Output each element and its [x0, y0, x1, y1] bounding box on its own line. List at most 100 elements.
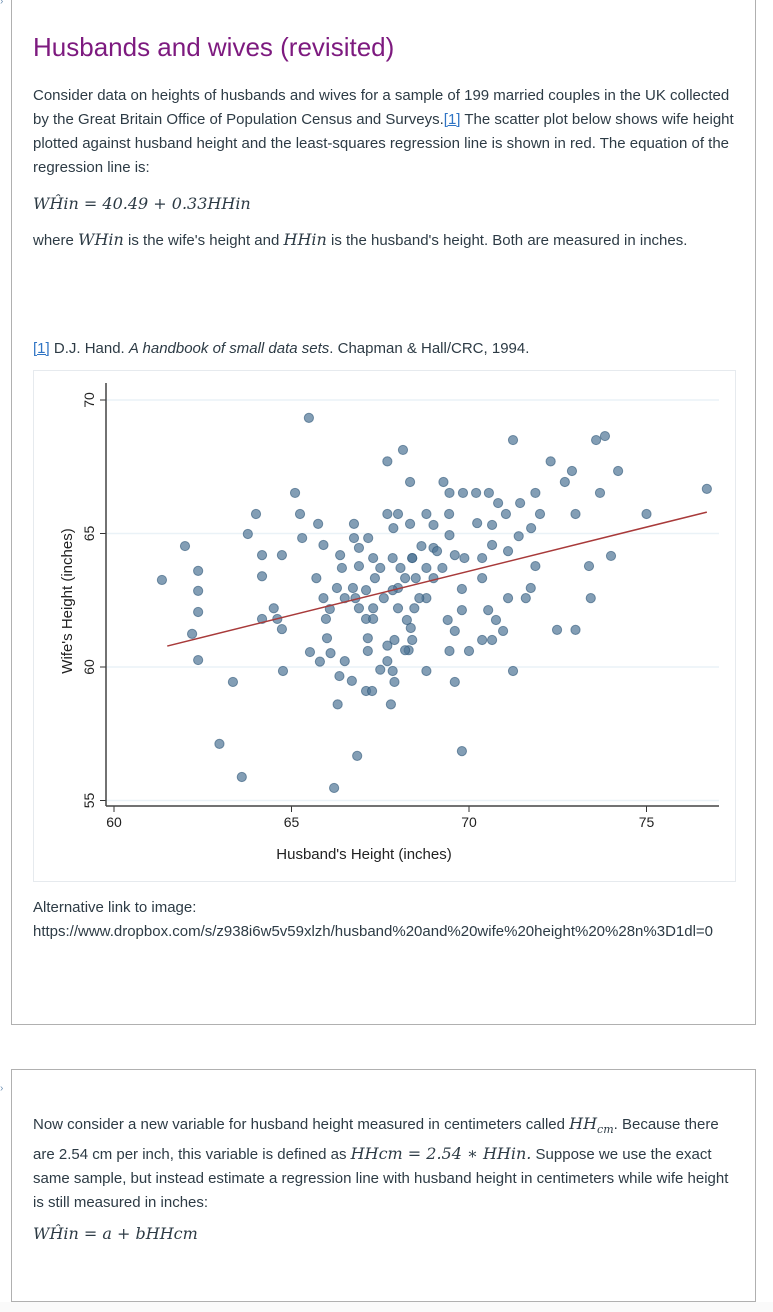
data-point: [387, 552, 398, 564]
data-point: [477, 572, 488, 584]
data-point: [276, 550, 288, 561]
data-point: [392, 603, 404, 614]
data-point: [375, 562, 386, 574]
data-point: [297, 532, 308, 544]
data-point: [331, 582, 343, 594]
data-point: [502, 546, 514, 557]
data-point: [421, 562, 432, 574]
data-point: [346, 675, 357, 686]
data-point: [256, 550, 268, 561]
data-point: [400, 572, 411, 584]
y-tick-label: 55: [81, 793, 97, 809]
data-point: [497, 625, 509, 637]
data-point: [318, 539, 329, 551]
data-point: [407, 552, 418, 564]
data-point: [486, 519, 498, 531]
scatter-svg: 55 60 65 70 60 65 70 75 Husband's Height (inche…: [59, 383, 719, 863]
question-section-1: Husbands and wives (revisited) Consider …: [11, 0, 756, 1025]
x-tick-label: 60: [106, 814, 122, 830]
data-point: [515, 497, 526, 509]
data-point: [277, 665, 289, 677]
question-section-2: Now consider a new variable for husband …: [11, 1069, 756, 1302]
alt-link-url[interactable]: https://www.dropbox.com/s/z938i6w5v59xlz…: [33, 923, 714, 940]
data-point: [483, 487, 494, 499]
data-point: [590, 434, 602, 446]
math-expression: HHcm = 2.54 ∗ HHin.: [350, 1144, 532, 1163]
data-point: [449, 625, 460, 637]
data-point: [276, 623, 288, 635]
citation-link[interactable]: [1]: [33, 340, 50, 357]
regression-equation: WĤin = 40.49 + 0.33HHin: [33, 194, 251, 213]
data-point: [363, 532, 374, 544]
data-point: [459, 552, 470, 564]
data-point: [304, 646, 316, 658]
data-point: [289, 487, 301, 499]
data-point: [442, 614, 453, 626]
data-point: [193, 565, 204, 576]
data-point: [530, 487, 541, 499]
data-point: [313, 518, 324, 529]
data-point: [507, 665, 519, 677]
data-point: [353, 603, 365, 614]
data-point: [551, 624, 563, 635]
data-point: [250, 508, 262, 520]
expand-icon[interactable]: ›: [0, 1083, 4, 1094]
data-point: [314, 656, 325, 667]
data-point: [583, 560, 595, 572]
data-point: [701, 483, 712, 495]
data-point: [336, 562, 348, 574]
data-point: [387, 665, 398, 677]
data-point: [404, 476, 416, 488]
page-footer-bg: [0, 1302, 773, 1312]
x-tick-label: 70: [461, 814, 477, 830]
data-point: [493, 497, 504, 509]
data-point: [382, 640, 393, 651]
data-point: [456, 583, 467, 595]
data-point: [486, 539, 498, 551]
text: Now consider a new variable for husband …: [33, 1116, 570, 1133]
data-point: [368, 613, 379, 625]
math-var: HH: [569, 1114, 598, 1133]
data-point: [214, 738, 225, 749]
data-point: [566, 465, 578, 477]
data-point: [534, 508, 546, 520]
data-point: [353, 560, 365, 572]
data-point: [397, 444, 409, 456]
y-axis-label: Wife's Height (inches): [59, 528, 76, 673]
data-point: [613, 465, 624, 477]
expand-icon[interactable]: ›: [0, 0, 4, 7]
data-point: [490, 614, 502, 626]
data-point: [193, 654, 204, 666]
x-tick-label: 65: [284, 814, 300, 830]
data-point: [334, 670, 345, 682]
data-point: [409, 603, 420, 614]
data-point: [389, 634, 400, 646]
data-point: [477, 634, 488, 646]
data-point: [463, 645, 475, 657]
math-subscript: cm: [597, 1123, 614, 1136]
data-point: [325, 648, 336, 659]
data-point: [414, 593, 425, 604]
data-point: [444, 508, 455, 520]
data-point: [227, 676, 239, 688]
data-point: [348, 518, 360, 529]
data-point: [348, 532, 360, 544]
page-title: Husbands and wives (revisited): [33, 32, 395, 62]
data-point: [500, 508, 512, 520]
data-point: [570, 508, 581, 520]
math-var: HHin: [283, 230, 327, 249]
data-point: [599, 430, 611, 442]
math-var: WHin: [78, 230, 124, 249]
data-point: [407, 634, 418, 646]
y-tick-label: 70: [81, 392, 97, 408]
x-tick-label: 75: [639, 814, 655, 830]
data-point: [438, 476, 449, 488]
data-point: [395, 562, 406, 574]
footnote-link[interactable]: [1]: [443, 111, 461, 128]
data-point: [507, 434, 519, 446]
intro-paragraph: Consider data on heights of husbands and…: [33, 84, 738, 180]
data-point: [431, 546, 443, 557]
data-point: [179, 540, 191, 552]
data-point: [456, 605, 467, 616]
data-point: [368, 552, 379, 564]
